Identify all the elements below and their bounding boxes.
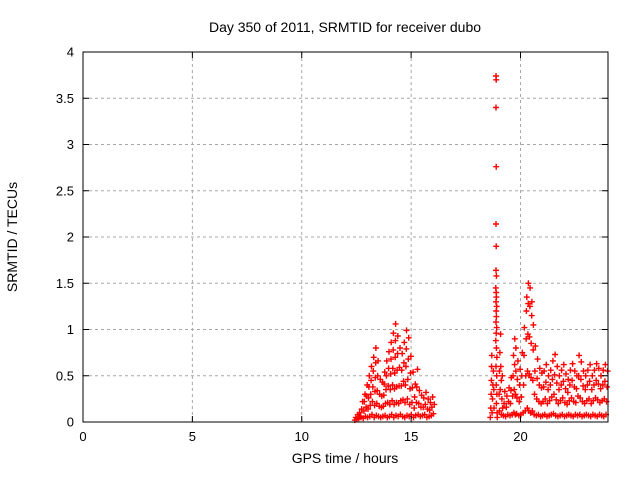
tick-labels: 0 5 10 15 20 0 0.5 1 1.5 2 2.5 3 3.5 4	[56, 45, 528, 445]
y-tick-label: 3	[67, 137, 74, 152]
y-tick-label: 0.5	[56, 368, 74, 383]
grid-lines	[83, 52, 608, 422]
axes-frame	[82, 51, 609, 423]
x-tick-label: 5	[189, 429, 196, 444]
y-tick-label: 0	[67, 415, 74, 430]
x-axis-label: GPS time / hours	[292, 450, 399, 466]
x-tick-label: 10	[295, 429, 309, 444]
y-tick-label: 1.5	[56, 276, 74, 291]
x-tick-label: 20	[513, 429, 527, 444]
y-tick-label: 2.5	[56, 183, 74, 198]
y-tick-label: 1	[67, 322, 74, 337]
scatter-points	[351, 73, 611, 424]
data-series-markers	[351, 73, 611, 424]
y-tick-label: 2	[67, 230, 74, 245]
y-tick-label: 3.5	[56, 91, 74, 106]
x-tick-label: 0	[79, 429, 86, 444]
x-tick-label: 15	[404, 429, 418, 444]
chart-title: Day 350 of 2011, SRMTID for receiver dub…	[209, 19, 481, 35]
y-axis-label: SRMTID / TECUs	[4, 182, 20, 292]
y-tick-label: 4	[67, 45, 74, 60]
